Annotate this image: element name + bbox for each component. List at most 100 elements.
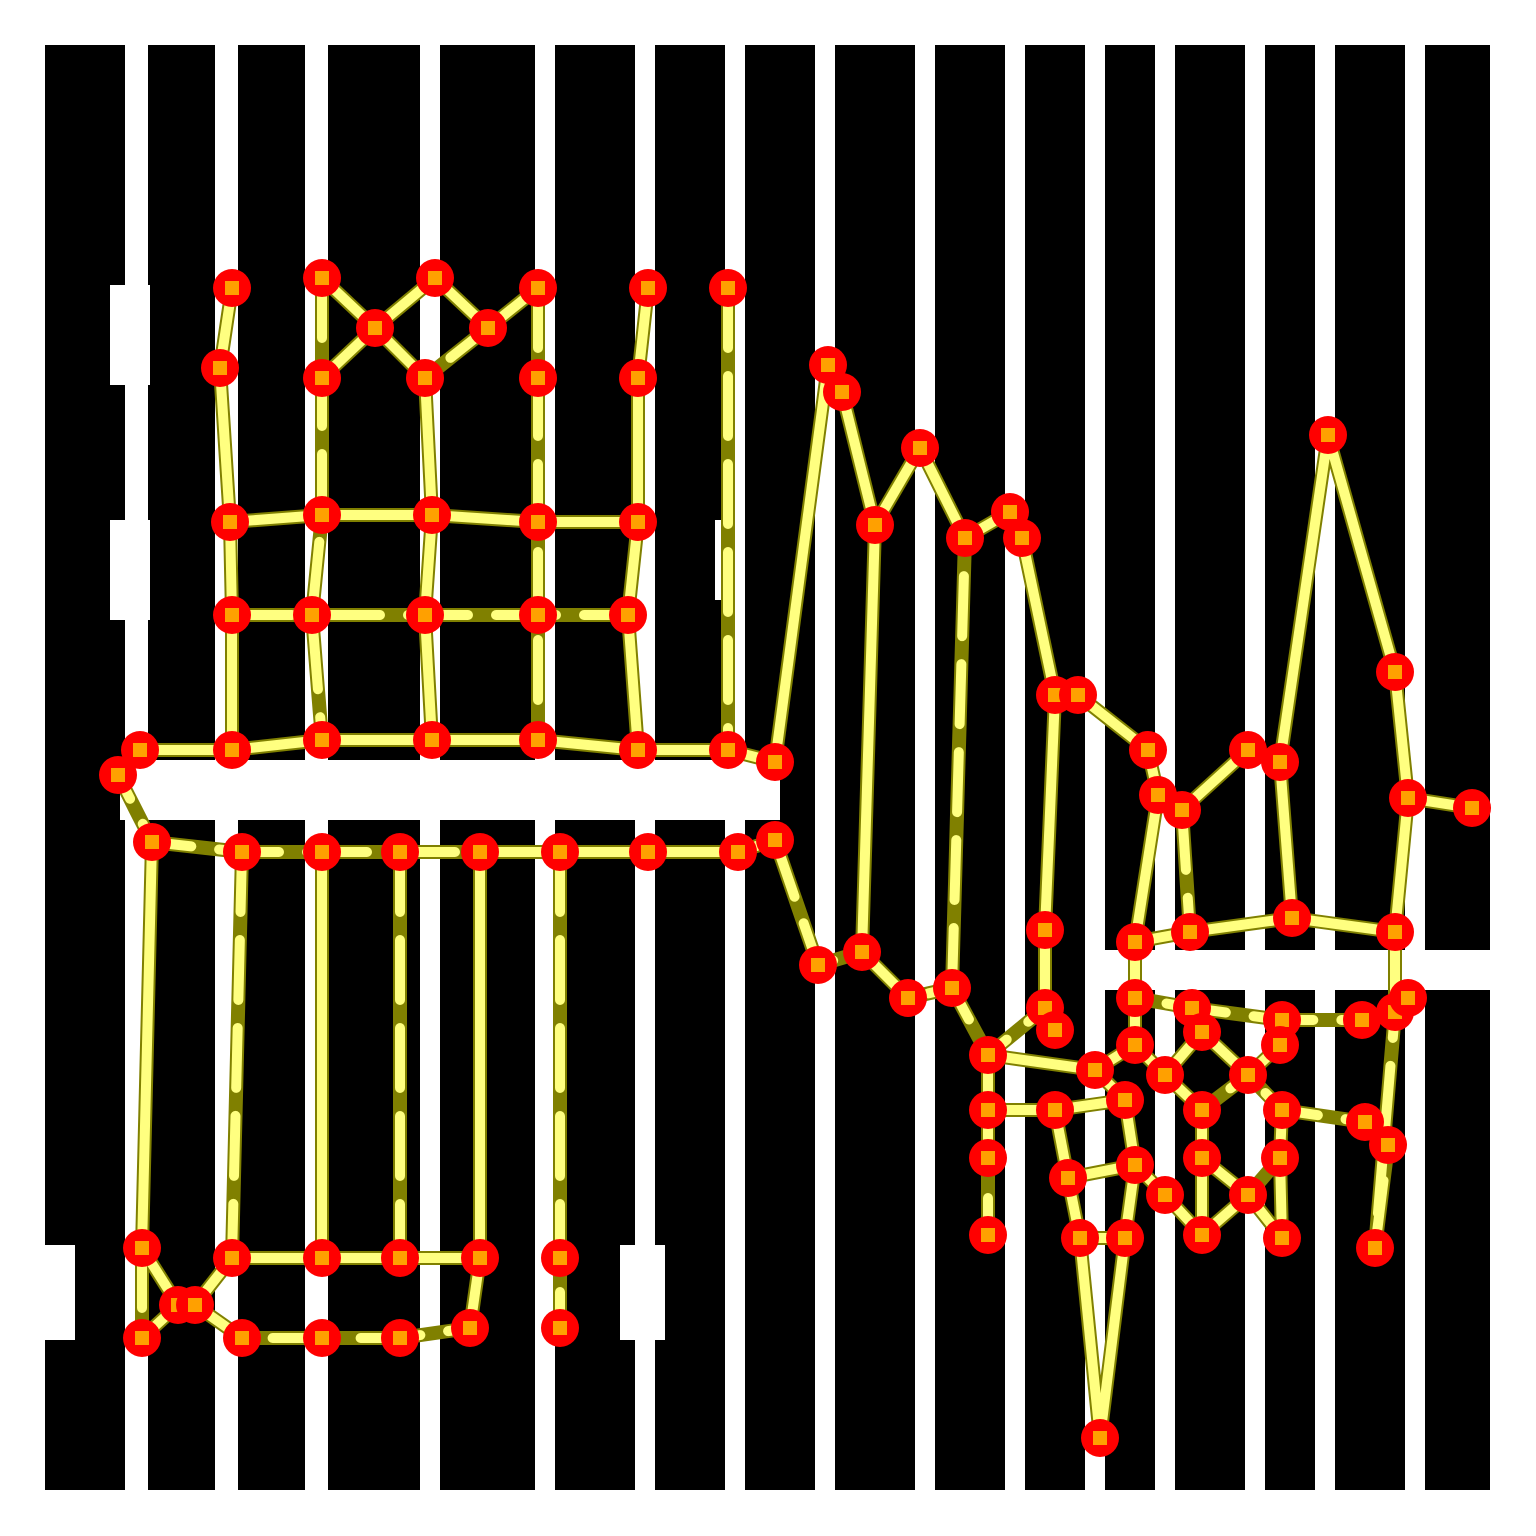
graph-node-center	[531, 281, 545, 295]
graph-node-center	[1158, 1188, 1172, 1202]
graph-node-center	[1003, 505, 1017, 519]
graph-node-center	[393, 1251, 407, 1265]
gap-glyph-6	[620, 1245, 665, 1340]
edge	[1130, 790, 1413, 947]
graph-node-center	[1355, 1013, 1369, 1027]
graph-node-center	[235, 845, 249, 859]
graph-node-center	[1321, 428, 1335, 442]
graph-node-center	[315, 508, 329, 522]
graph-node-center	[631, 371, 645, 385]
node-layer	[99, 259, 1491, 1457]
graph-node-center	[1275, 1013, 1289, 1027]
graph-node-center	[811, 958, 825, 972]
graph-node-center	[631, 743, 645, 757]
graph-node-center	[315, 271, 329, 285]
graph-node-center	[393, 1331, 407, 1345]
graph-node-center	[315, 1251, 329, 1265]
edge	[1040, 690, 1060, 935]
graph-node-center	[1195, 1103, 1209, 1117]
graph-node-center	[531, 371, 545, 385]
graph-node-center	[1183, 925, 1197, 939]
graph-node-center	[641, 281, 655, 295]
graph-node-center	[368, 321, 382, 335]
graph-node-center	[1195, 1025, 1209, 1039]
graph-node-center	[111, 768, 125, 782]
edge	[857, 520, 880, 957]
graph-node-center	[1141, 743, 1155, 757]
graph-node-center	[315, 1331, 329, 1345]
edge	[983, 1050, 1140, 1170]
graph-node-center	[1038, 923, 1052, 937]
white-glyph-gaps	[45, 285, 1490, 1340]
black-stripe	[835, 45, 915, 1490]
graph-node-center	[1273, 1151, 1287, 1165]
graph-node-center	[133, 743, 147, 757]
graph-node-center	[1388, 925, 1402, 939]
graph-node-center	[1401, 791, 1415, 805]
graph-node-center	[721, 281, 735, 295]
graph-node-center	[1048, 1103, 1062, 1117]
graph-node-center	[225, 1251, 239, 1265]
graph-node-center	[418, 371, 432, 385]
graph-node-center	[1073, 1231, 1087, 1245]
gap-horizontal-band	[120, 760, 780, 820]
graph-node-center	[225, 281, 239, 295]
graph-node-center	[1015, 531, 1029, 545]
graph-node-center	[1401, 991, 1415, 1005]
graph-node-center	[1151, 788, 1165, 802]
graph-node-center	[1241, 1188, 1255, 1202]
graph-node-center	[731, 845, 745, 859]
edge	[317, 273, 493, 383]
graph-node-center	[1128, 991, 1142, 1005]
edge	[947, 533, 970, 993]
graph-node-center	[553, 1321, 567, 1335]
graph-node-center	[135, 1241, 149, 1255]
graph-node-center	[1275, 1103, 1289, 1117]
graph-node-center	[473, 1251, 487, 1265]
graph-node-center	[188, 1298, 202, 1312]
graph-node-center	[1118, 1093, 1132, 1107]
graph-node-center	[1048, 688, 1062, 702]
graph-node-center	[425, 508, 439, 522]
graph-node-center	[1038, 1001, 1052, 1015]
graph-node-center	[135, 1331, 149, 1345]
graph-node-center	[1285, 911, 1299, 925]
graph-node-center	[225, 743, 239, 757]
graph-node-center	[631, 515, 645, 529]
graph-node-center	[621, 608, 635, 622]
graph-node-center	[1273, 1038, 1287, 1052]
graph-node-center	[1128, 1158, 1142, 1172]
black-stripe	[1425, 45, 1490, 1490]
edge	[1275, 757, 1297, 923]
graph-node-center	[531, 515, 545, 529]
graph-node-center	[768, 833, 782, 847]
graph-node-center	[913, 441, 927, 455]
graph-node-center	[1241, 1068, 1255, 1082]
graph-node-center	[531, 733, 545, 747]
graph-node-center	[1175, 803, 1189, 817]
edge	[1177, 805, 1195, 937]
graph-node-center	[235, 1331, 249, 1345]
edge	[983, 1050, 1130, 1115]
black-stripe	[935, 45, 1005, 1490]
graph-node-center	[1388, 665, 1402, 679]
graph-node-center	[1118, 1231, 1132, 1245]
graph-node-center	[641, 845, 655, 859]
graph-node-center	[315, 371, 329, 385]
graph-node-center	[1128, 1038, 1142, 1052]
black-stripe	[1335, 45, 1405, 1490]
graph-node-center	[145, 835, 159, 849]
graph-node-center	[1158, 1068, 1172, 1082]
graph-node-center	[835, 385, 849, 399]
graph-node-center	[821, 358, 835, 372]
edge	[227, 847, 247, 1263]
graph-node-center	[1275, 1231, 1289, 1245]
graph-node-center	[901, 991, 915, 1005]
graph-node-center	[1465, 801, 1479, 815]
graph-node-center	[481, 321, 495, 335]
graph-node-center	[868, 518, 882, 532]
graph-node-center	[463, 1321, 477, 1335]
graph-node-center	[553, 845, 567, 859]
graph-node-center	[768, 755, 782, 769]
